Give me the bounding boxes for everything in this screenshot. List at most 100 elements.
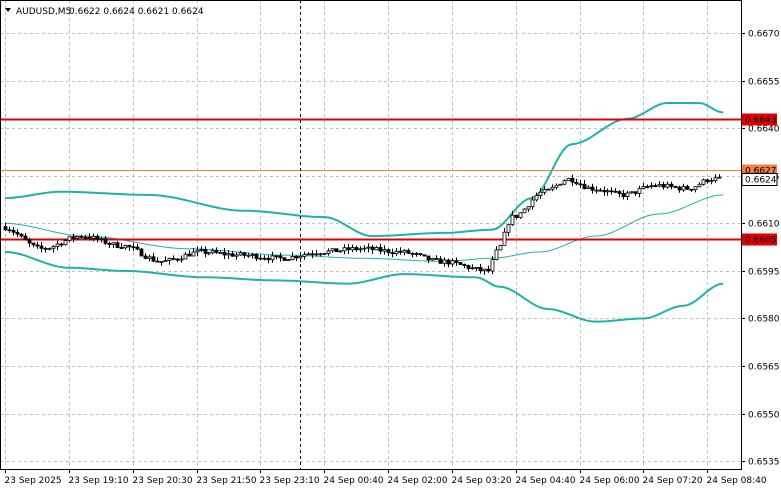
- candle-body: [426, 255, 431, 261]
- candle-body: [330, 248, 335, 252]
- x-tick-label: 24 Sep 03:20: [452, 476, 512, 486]
- candle-body: [653, 185, 658, 188]
- y-tick-label: 0.6535: [748, 458, 780, 468]
- candle: [510, 211, 515, 226]
- candle-body: [693, 186, 698, 190]
- y-tick-label: 0.6655: [748, 78, 780, 88]
- candle: [374, 245, 379, 251]
- candle-body: [418, 253, 423, 256]
- candle: [131, 242, 136, 251]
- candle: [358, 246, 363, 253]
- candle-body: [685, 186, 690, 190]
- candle: [119, 243, 124, 249]
- candle-body: [115, 242, 120, 248]
- candle-body: [510, 214, 515, 226]
- candle: [95, 234, 100, 243]
- dropdown-triangle-icon[interactable]: [5, 8, 11, 12]
- candle: [609, 187, 614, 195]
- candle: [322, 253, 327, 256]
- candle: [605, 188, 610, 196]
- candle: [462, 263, 467, 269]
- candle-body: [534, 195, 539, 201]
- candle: [637, 185, 642, 198]
- candle: [234, 252, 239, 260]
- candle: [665, 181, 670, 189]
- candle-body: [171, 257, 176, 260]
- candle-body: [127, 244, 132, 248]
- candle: [406, 248, 411, 255]
- candle-body: [629, 191, 634, 194]
- candle: [586, 185, 591, 189]
- candle-body: [474, 266, 479, 269]
- candle-body: [386, 249, 391, 254]
- candle-body: [35, 244, 40, 247]
- candle: [653, 183, 658, 188]
- candle-body: [19, 233, 24, 237]
- candle-body: [258, 257, 263, 260]
- candle-body: [673, 186, 678, 188]
- candle-body: [119, 247, 124, 249]
- upper-band-line: [4, 102, 724, 238]
- candle: [378, 243, 383, 255]
- candle: [598, 188, 603, 192]
- candle-body: [51, 245, 56, 249]
- candle-body: [378, 247, 383, 252]
- candle: [470, 264, 475, 270]
- x-tick-label: 24 Sep 08:40: [707, 476, 767, 486]
- candle-body: [410, 252, 415, 255]
- candle: [318, 252, 323, 257]
- candle-body: [574, 181, 579, 185]
- candle: [19, 233, 24, 238]
- candle-body: [286, 259, 291, 262]
- time-axis[interactable]: 23 Sep 2025 23 Sep 19:10 23 Sep 20:30 23 Se…: [5, 469, 767, 486]
- price-level-label-box: [742, 233, 777, 246]
- candles: [3, 174, 722, 275]
- candle: [246, 252, 251, 258]
- lower-band-line: [4, 250, 724, 323]
- candle: [446, 258, 451, 268]
- candle: [538, 188, 543, 199]
- candle: [286, 259, 291, 262]
- candle: [147, 254, 152, 262]
- candle: [629, 191, 634, 194]
- candle: [242, 252, 247, 259]
- candle: [402, 249, 407, 256]
- candle-body: [187, 253, 192, 257]
- candle-body: [713, 177, 718, 182]
- candle-body: [294, 255, 299, 259]
- candle: [163, 256, 168, 262]
- candle-body: [717, 176, 722, 179]
- candle-body: [362, 247, 367, 250]
- candle-body: [402, 249, 407, 253]
- candle: [522, 208, 527, 214]
- candle: [222, 248, 227, 260]
- candle: [91, 233, 96, 242]
- candle: [617, 190, 622, 198]
- candle: [230, 250, 235, 257]
- candle-body: [546, 188, 551, 191]
- candle-body: [406, 249, 411, 254]
- x-tick-label: 23 Sep 23:10: [260, 476, 320, 486]
- candle-body: [617, 191, 622, 194]
- candle: [578, 179, 583, 188]
- candle-body: [677, 186, 682, 191]
- candle-body: [314, 253, 319, 256]
- candle-body: [43, 247, 48, 250]
- candle-body: [358, 248, 363, 251]
- candle: [199, 246, 204, 253]
- candle-body: [163, 260, 168, 262]
- candle: [87, 233, 92, 241]
- candle: [15, 229, 20, 237]
- candle: [326, 248, 331, 256]
- candle-body: [71, 236, 76, 239]
- candle-body: [661, 184, 666, 188]
- candle-body: [665, 183, 670, 188]
- candle: [394, 248, 399, 256]
- candle: [641, 182, 646, 190]
- candle: [386, 248, 391, 257]
- candle-body: [167, 257, 172, 261]
- candle-body: [199, 249, 204, 252]
- candle: [458, 262, 463, 265]
